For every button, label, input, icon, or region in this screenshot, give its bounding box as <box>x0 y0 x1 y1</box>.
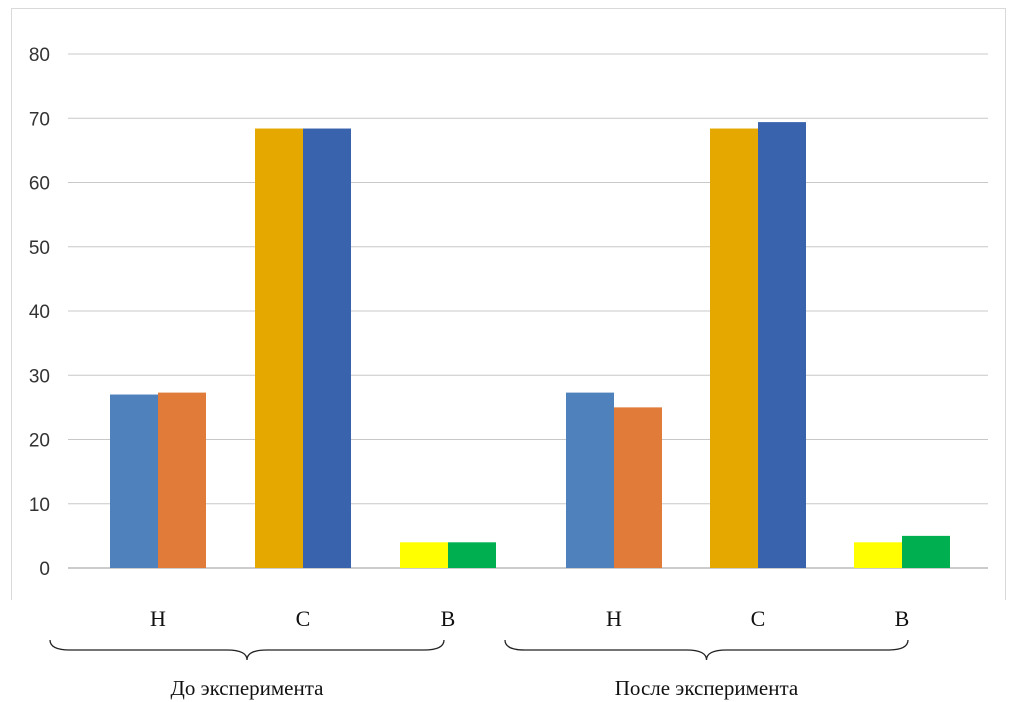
y-axis-ticks: 0 10 20 30 40 50 60 70 80 <box>29 45 50 580</box>
bar <box>303 128 351 568</box>
bar <box>566 392 614 568</box>
bar <box>255 128 303 568</box>
y-tick-label: 80 <box>29 45 50 66</box>
y-tick-label: 70 <box>29 109 50 130</box>
chart-frame <box>11 8 1006 600</box>
category-label: В <box>895 606 910 631</box>
y-tick-label: 0 <box>39 559 50 580</box>
y-tick-label: 40 <box>29 302 50 323</box>
bars <box>110 122 950 568</box>
bar <box>854 542 902 568</box>
category-label: В <box>441 606 456 631</box>
category-label: С <box>296 606 311 631</box>
category-label: Н <box>606 606 622 631</box>
bar <box>614 407 662 568</box>
group-label: До эксперимента <box>171 676 325 700</box>
bar <box>110 394 158 568</box>
category-label: С <box>751 606 766 631</box>
bar <box>448 542 496 568</box>
bar <box>158 392 206 568</box>
y-tick-label: 10 <box>29 495 50 516</box>
group-braces <box>49 639 909 661</box>
group-label: После эксперимента <box>615 676 799 700</box>
y-tick-label: 60 <box>29 174 50 195</box>
bar <box>758 122 806 568</box>
group-labels: До эксперимента После эксперимента <box>171 676 799 700</box>
y-tick-label: 30 <box>29 366 50 387</box>
gridlines <box>68 53 988 569</box>
y-tick-label: 20 <box>29 431 50 452</box>
bar <box>400 542 448 568</box>
bar <box>710 128 758 568</box>
category-label: Н <box>150 606 166 631</box>
y-tick-label: 50 <box>29 238 50 259</box>
bar <box>902 535 950 568</box>
group-brace <box>49 639 445 661</box>
group-brace <box>504 639 909 661</box>
